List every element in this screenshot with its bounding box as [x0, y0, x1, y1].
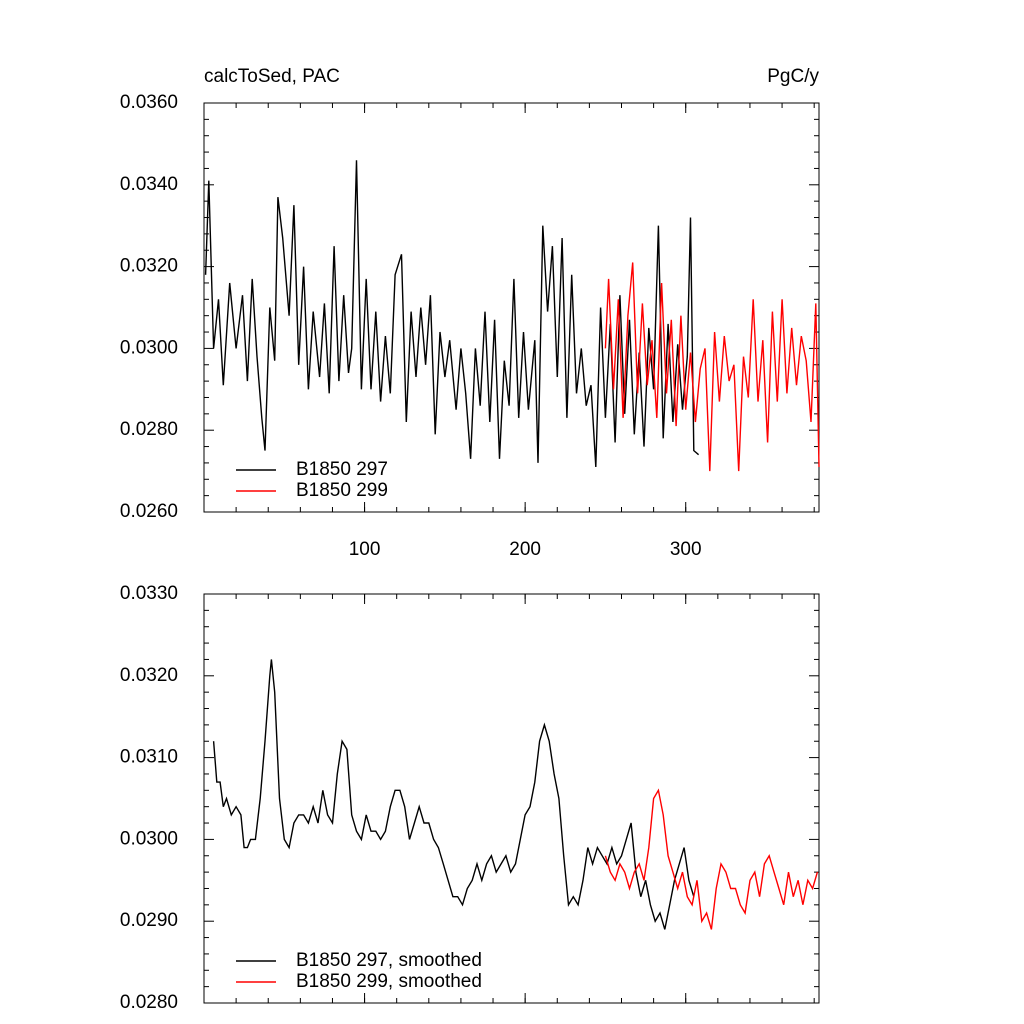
legend-label: B1850 297	[296, 459, 388, 480]
y-tick-label: 0.0340	[120, 174, 178, 195]
y-tick-label: 0.0330	[120, 583, 178, 604]
plot-frame	[203, 102, 820, 513]
y-tick-label: 0.0320	[120, 256, 178, 277]
title-left: calcToSed, PAC	[204, 66, 340, 87]
y-tick-label: 0.0290	[120, 910, 178, 931]
x-tick-label: 200	[509, 539, 541, 560]
plot-frame	[203, 593, 820, 1004]
series-line	[204, 160, 700, 468]
y-tick-label: 0.0320	[120, 665, 178, 686]
legend-label: B1850 297, smoothed	[296, 950, 482, 971]
x-tick-label: 300	[670, 539, 702, 560]
y-tick-label: 0.0260	[120, 501, 178, 522]
series-line	[604, 262, 820, 472]
x-tick-label: 100	[349, 539, 381, 560]
y-tick-label: 0.0360	[120, 92, 178, 113]
legend-label: B1850 299, smoothed	[296, 971, 482, 992]
y-tick-label: 0.0300	[120, 337, 178, 358]
title-right: PgC/y	[767, 66, 819, 87]
y-tick-label: 0.0300	[120, 828, 178, 849]
series-line	[212, 659, 695, 930]
y-tick-label: 0.0310	[120, 747, 178, 768]
legend-label: B1850 299	[296, 480, 388, 501]
series-line	[604, 788, 819, 930]
y-tick-label: 0.0280	[120, 419, 178, 440]
y-tick-label: 0.0280	[120, 992, 178, 1013]
